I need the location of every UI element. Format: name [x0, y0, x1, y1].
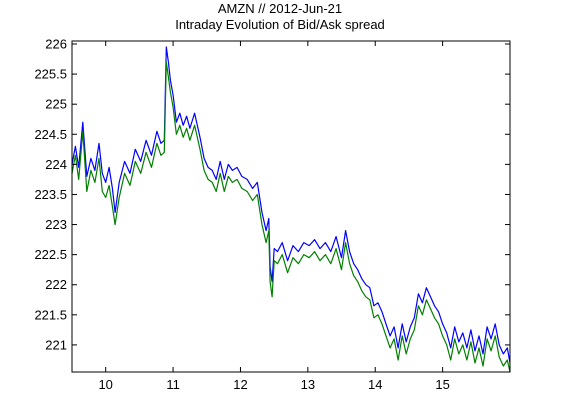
x-tick-label: 14 [368, 377, 382, 392]
y-tick-label: 223.5 [34, 187, 67, 202]
chart-title: AMZN // 2012-Jun-21 [218, 1, 342, 16]
y-tick-label: 224 [45, 157, 67, 172]
plot-area [72, 41, 510, 372]
x-tick-label: 15 [435, 377, 449, 392]
x-tick-label: 12 [233, 377, 247, 392]
series-line-green [71, 61, 511, 373]
chart-subtitle: Intraday Evolution of Bid/Ask spread [175, 17, 385, 32]
y-tick-label: 222.5 [34, 247, 67, 262]
y-tick-label: 221 [45, 337, 67, 352]
y-tick-label: 225 [45, 97, 67, 112]
x-tick-label: 10 [98, 377, 112, 392]
plot-frame [71, 40, 511, 373]
series-line-blue [71, 46, 511, 364]
y-tick-label: 221.5 [34, 307, 67, 322]
series-layer [71, 46, 511, 373]
y-tick-label: 225.5 [34, 67, 67, 82]
x-tick-label: 11 [166, 377, 180, 392]
y-tick-label: 222 [45, 277, 67, 292]
y-tick-label: 224.5 [34, 127, 67, 142]
axis-layer: 221 221.5 222 222.5 223 223.5 224 224.5 225 225.5… [34, 37, 510, 392]
y-tick-label: 226 [45, 37, 67, 52]
x-tick-label: 13 [301, 377, 315, 392]
y-tick-label: 223 [45, 217, 67, 232]
